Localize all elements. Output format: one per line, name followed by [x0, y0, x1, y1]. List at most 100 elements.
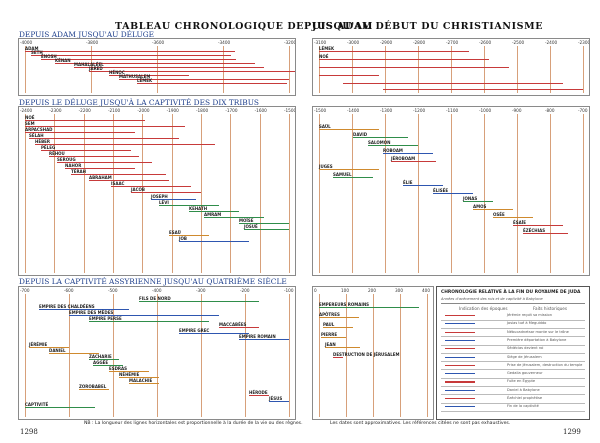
- lifeline-label: MALACHIE: [129, 378, 153, 384]
- grid-line: [259, 114, 261, 273]
- lifeline-bar: [319, 169, 379, 171]
- lifeline-label: RÉHOU: [49, 151, 65, 157]
- lifeline-label: AMRAM: [204, 212, 222, 218]
- panel-s3-left: -700 -600 -500 -400 -300 -200 -100 FILS DE NOR…: [18, 286, 296, 420]
- lifeline-bar: [179, 333, 249, 335]
- lifeline-bar: [93, 365, 123, 367]
- axis-tick-label: 100: [341, 288, 349, 293]
- axis-tick-label: -3000: [347, 40, 360, 45]
- lifeline-label: ESDRAS: [109, 366, 127, 372]
- axis-tick-label: -1500: [314, 108, 327, 113]
- axis-tick-label: -2100: [108, 108, 121, 113]
- lifeline-bar: [473, 209, 513, 211]
- chronology-box-juda: CHRONOLOGIE RELATIVE À LA FIN DU ROYAUME…: [436, 286, 590, 420]
- box-col-header: Indication des époques: [459, 306, 508, 311]
- lifeline-bar: [55, 63, 255, 65]
- axis-tick-label: 300: [395, 288, 403, 293]
- section-title-adam-deluge: DEPUIS ADAM JUSQU'AU DÉLUGE: [19, 30, 155, 39]
- lifeline-label: JACOB: [131, 187, 145, 193]
- box-row-text: Fin de la captivité: [507, 404, 539, 409]
- lifeline-bar: [321, 337, 346, 339]
- grid-line: [484, 114, 485, 273]
- lifeline-bar: [137, 83, 287, 85]
- axis-tick-label: -2400: [20, 108, 33, 113]
- lifeline-bar: [119, 377, 159, 379]
- lifeline-label: HÉBER: [35, 139, 50, 145]
- lifeline-label: ÉSAÏE: [513, 220, 526, 226]
- lifeline-label: HÉNOC: [109, 70, 125, 76]
- lifeline-label: APÔTRES: [319, 312, 340, 318]
- grid-line: [245, 294, 246, 417]
- lifeline-label: SAMUEL: [333, 172, 352, 178]
- lifeline-label: SEM: [25, 121, 35, 127]
- lifeline-label: JONAS: [463, 196, 478, 202]
- lifeline-bar: [25, 120, 145, 122]
- box-row-marker: [445, 331, 475, 333]
- lifeline-bar: [29, 138, 179, 140]
- lifeline-label: ADAM: [25, 46, 39, 52]
- axis-tick-label: -800: [545, 108, 555, 113]
- lifeline-label: FILS DE NORD: [139, 296, 171, 302]
- axis-tick-label: -1800: [196, 108, 209, 113]
- box-row-marker: [445, 406, 475, 408]
- lifeline-bar: [89, 321, 209, 323]
- grid-line: [54, 114, 56, 273]
- grid-line: [373, 294, 374, 417]
- axis-tick-label: -100: [284, 288, 294, 293]
- panel-s1-right: -3100 -3000 -2900 -2800 -2700 -2600 -2500 -2400…: [312, 38, 590, 96]
- lifeline-bar: [319, 317, 359, 319]
- lifeline-label: EMPIRE DES MÈDES: [69, 310, 114, 316]
- grid-line: [346, 294, 347, 417]
- grid-line: [451, 46, 452, 93]
- lifeline-bar: [25, 126, 185, 128]
- box-subtitle: Années d'avènement des rois et de captiv…: [441, 297, 543, 301]
- axis-tick-label: -1900: [166, 108, 179, 113]
- title-left: TABLEAU CHRONOLOGIQUE DEPUIS ADAM: [115, 21, 373, 32]
- box-row-text: Fuite en Égypte: [507, 379, 536, 384]
- lifeline-label: TÉRAH: [71, 169, 86, 175]
- section-title-captivite-4e-siecle: DEPUIS LA CAPTIVITÉ ASSYRIENNE JUSQU'AU …: [19, 277, 287, 286]
- box-row-marker: [445, 389, 475, 391]
- axis-tick-label: -1200: [413, 108, 426, 113]
- axis-tick-label: -300: [196, 288, 206, 293]
- grid-line: [517, 46, 518, 93]
- grid-line: [83, 114, 85, 273]
- box-row-marker: [445, 364, 475, 366]
- grid-line: [91, 46, 92, 93]
- lifeline-label: JOB: [179, 236, 187, 242]
- lifeline-label: MACCABÉES: [219, 322, 247, 328]
- box-row-marker: [445, 398, 475, 400]
- grid-line: [142, 114, 144, 273]
- grid-line: [418, 46, 419, 93]
- grid-line: [201, 294, 202, 417]
- lifeline-bar: [169, 235, 209, 237]
- box-row-marker: [445, 339, 475, 342]
- axis-tick-label: 400: [422, 288, 430, 293]
- axis-tick-label: -3800: [86, 40, 99, 45]
- grid-line: [517, 114, 518, 273]
- lifeline-bar: [131, 192, 201, 194]
- lifeline-bar: [71, 174, 166, 176]
- lifeline-label: ESAÜ: [169, 230, 181, 236]
- axis-tick-label: -2300: [578, 40, 590, 45]
- lifeline-bar: [325, 347, 360, 349]
- lifeline-bar: [31, 55, 231, 57]
- panel-s1-left: -4000 -3800 -3600 -3400 -3200 ADAM SETH ÉNOSH K…: [18, 38, 296, 96]
- lifeline-label: MAHALALÉEL: [74, 62, 104, 68]
- lifeline-label: JÉSUS: [269, 396, 283, 402]
- axis-tick-label: -2200: [78, 108, 91, 113]
- lifeline-label: EMPEREURS ROMAINS: [319, 302, 370, 308]
- axis-tick-label: -700: [578, 108, 588, 113]
- axis-tick-label: -2800: [413, 40, 426, 45]
- lifeline-bar: [319, 129, 379, 131]
- box-row-text: Gedalia gouverneur: [507, 371, 543, 376]
- lifeline-label: SETH: [31, 50, 43, 56]
- box-row-marker: [445, 356, 475, 358]
- grid-line: [230, 114, 232, 273]
- box-row-text: Ézéchiel prophétise: [507, 396, 543, 400]
- lifeline-bar: [189, 211, 239, 213]
- lifeline-bar: [49, 353, 99, 355]
- lifeline-bar: [89, 359, 119, 361]
- lifeline-label: JARED: [89, 66, 103, 72]
- grid-line: [223, 46, 224, 93]
